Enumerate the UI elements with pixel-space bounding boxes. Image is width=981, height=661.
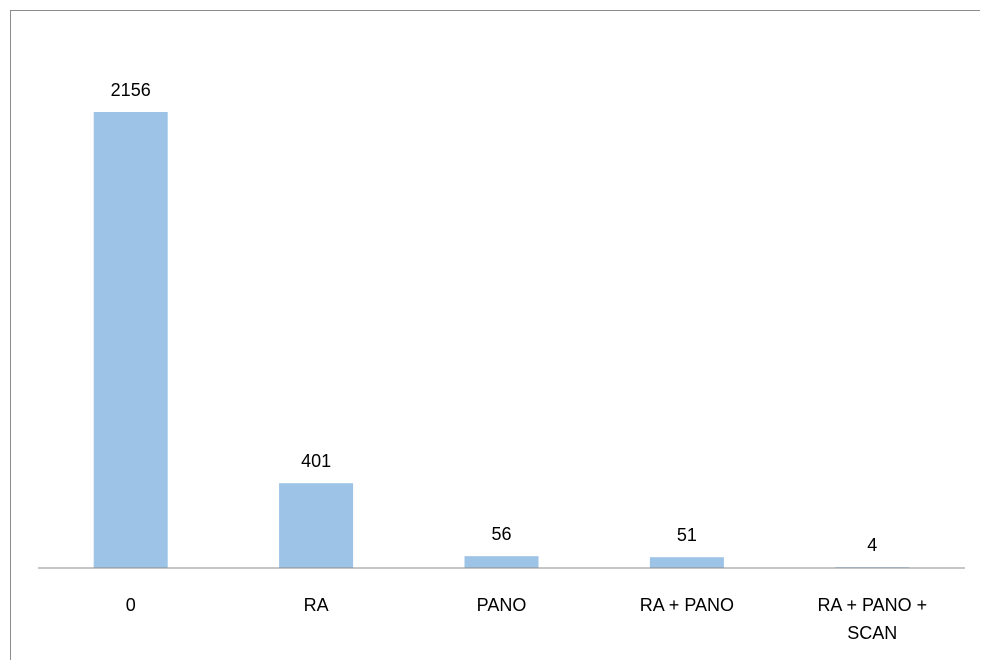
data-label-3: 51 [677,525,697,545]
bar-0 [93,112,168,568]
category-label-2: PANO [477,595,527,615]
data-label-4: 4 [867,535,877,555]
data-label-1: 401 [301,451,331,471]
category-label-0: 0 [126,595,136,615]
data-label-2: 56 [491,524,511,544]
bars [93,112,910,568]
category-label-4-line-0: RA + PANO + [817,595,927,615]
category-label-1: RA [304,595,329,615]
data-labels: 2156 401 56 51 4 [111,80,878,555]
category-label-3: RA + PANO [640,595,734,615]
bar-3 [649,557,724,568]
bar-2 [464,556,539,568]
category-labels: 0 RA PANO RA + PANO RA + PANO + SCAN [126,595,927,643]
category-label-4-line-1: SCAN [847,623,897,643]
chart-frame [10,10,980,660]
bar-1 [279,483,354,568]
data-label-0: 2156 [111,80,151,100]
